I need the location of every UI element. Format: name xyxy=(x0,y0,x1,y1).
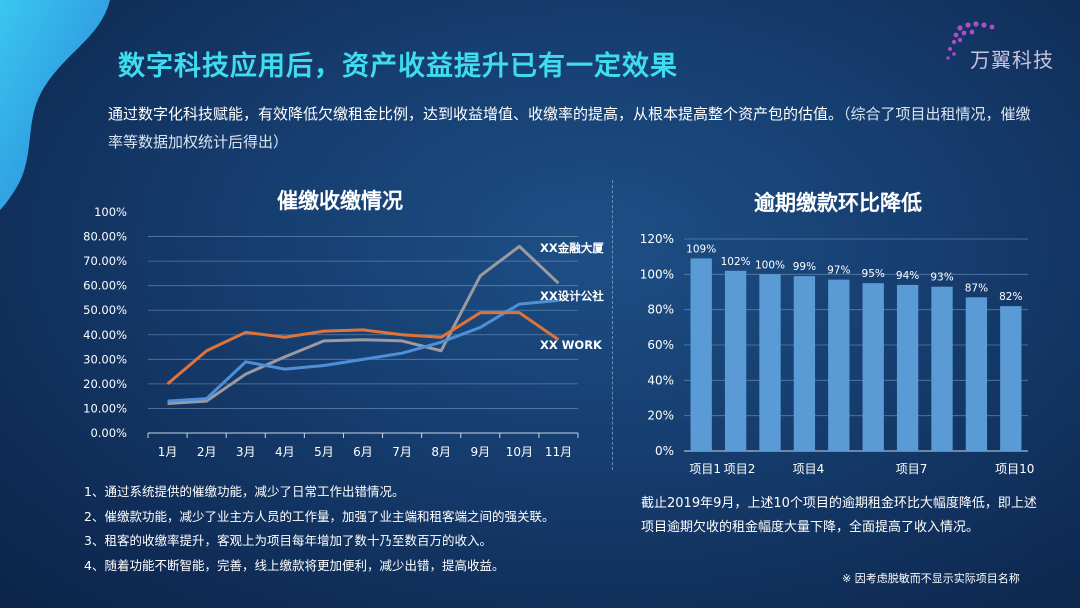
bar xyxy=(1000,306,1022,451)
y-tick-label: 10.00% xyxy=(83,401,127,415)
bar-data-label: 109% xyxy=(686,243,716,255)
x-tick-label: 项目1 xyxy=(689,462,721,476)
footnote: ※ 因考虑脱敏而不显示实际项目名称 xyxy=(842,572,1020,585)
bar-data-label: 93% xyxy=(930,272,953,284)
bar xyxy=(828,279,850,451)
note-item: 2、催缴款功能，减少了业主方人员的工作量，加强了业主端和租客端之间的强关联。 xyxy=(84,508,555,524)
bar xyxy=(862,283,884,451)
description-text: 通过数字化科技赋能，有效降低欠缴租金比例，达到收益增值、收缴率的提高，从根本提高… xyxy=(108,105,844,123)
bar xyxy=(896,284,919,451)
bar xyxy=(793,276,816,451)
notes-right: 截止2019年9月，上述10个项目的逾期租金环比大幅度降低，即上述项目逾期欠收的… xyxy=(641,496,1037,535)
y-tick-label: 40% xyxy=(647,373,674,387)
x-tick-label: 1月 xyxy=(158,445,178,459)
line-chart-title: 催缴收缴情况 xyxy=(277,189,403,213)
page-title: 数字科技应用后，资产收益提升已有一定效果 xyxy=(118,51,678,82)
bar xyxy=(690,258,712,451)
bar-data-label: 102% xyxy=(721,256,751,268)
y-tick-label: 30.00% xyxy=(83,352,127,366)
x-tick-label: 项目7 xyxy=(896,462,928,476)
y-tick-label: 50.00% xyxy=(83,303,127,317)
note-item: 1、通过系统提供的催缴功能，减少了日常工作出错情况。 xyxy=(84,484,405,499)
y-tick-label: 120% xyxy=(640,232,674,246)
description-note: （综合了项目出租情况，催缴率等数据加权统计后得出） xyxy=(108,105,1031,151)
bar-data-label: 100% xyxy=(755,259,785,271)
y-tick-label: 100% xyxy=(94,205,127,219)
series-line xyxy=(166,311,560,386)
x-tick-label: 项目10 xyxy=(995,462,1034,476)
x-tick-label: 7月 xyxy=(392,445,412,459)
bar-data-label: 97% xyxy=(827,265,850,277)
y-tick-label: 70.00% xyxy=(83,254,127,268)
y-tick-label: 0.00% xyxy=(90,426,127,440)
y-tick-label: 80% xyxy=(647,303,674,317)
x-tick-label: 9月 xyxy=(470,445,490,459)
note-item: 4、随着功能不断智能，完善，线上缴款将更加便利，减少出错，提高收益。 xyxy=(84,557,505,573)
series-line xyxy=(167,244,560,406)
logo-icon xyxy=(946,21,995,60)
x-tick-label: 6月 xyxy=(353,445,373,459)
series-label: XX设计公社 xyxy=(540,289,604,303)
x-tick-label: 11月 xyxy=(545,445,572,459)
x-tick-label: 5月 xyxy=(314,445,334,459)
divider xyxy=(612,180,614,470)
logo-text: 万翼科技 xyxy=(970,48,1054,72)
y-tick-label: 100% xyxy=(640,267,674,281)
bar xyxy=(965,297,988,451)
y-tick-label: 80.00% xyxy=(83,230,127,244)
x-tick-label: 10月 xyxy=(506,445,533,459)
y-tick-label: 60% xyxy=(647,338,674,352)
y-tick-label: 60.00% xyxy=(83,279,127,293)
bar-data-label: 94% xyxy=(896,270,919,282)
note-item: 3、租客的收缴率提升，客观上为项目每年增加了数十乃至数百万的收入。 xyxy=(84,533,492,548)
bar-data-label: 99% xyxy=(793,261,816,273)
series-line xyxy=(167,298,559,403)
bar-chart-title: 逾期缴款环比降低 xyxy=(754,191,922,215)
x-tick-label: 4月 xyxy=(275,445,295,459)
bar-data-label: 87% xyxy=(965,282,988,294)
x-tick-label: 2月 xyxy=(197,445,217,459)
x-tick-label: 项目2 xyxy=(724,462,756,476)
y-tick-label: 40.00% xyxy=(83,328,127,342)
y-tick-label: 0% xyxy=(655,444,674,458)
series-label: XX WORK xyxy=(540,338,603,352)
notes-left: 1、通过系统提供的催缴功能，减少了日常工作出错情况。 2、催缴款功能，减少了业主… xyxy=(84,480,554,578)
bar xyxy=(759,274,781,451)
bar-data-label: 82% xyxy=(999,291,1022,303)
y-tick-label: 20% xyxy=(647,409,674,423)
bar xyxy=(931,286,953,451)
description: 通过数字化科技赋能，有效降低欠缴租金比例，达到收益增值、收缴率的提高，从根本提高… xyxy=(108,100,1038,156)
series-label: XX金融大厦 xyxy=(540,241,604,255)
x-tick-label: 8月 xyxy=(431,445,451,459)
bar xyxy=(724,270,747,451)
bar-data-label: 95% xyxy=(862,268,885,280)
corner-wave-decoration xyxy=(0,0,110,210)
x-tick-label: 3月 xyxy=(236,445,256,459)
x-tick-label: 项目4 xyxy=(793,462,825,476)
y-tick-label: 20.00% xyxy=(83,377,127,391)
